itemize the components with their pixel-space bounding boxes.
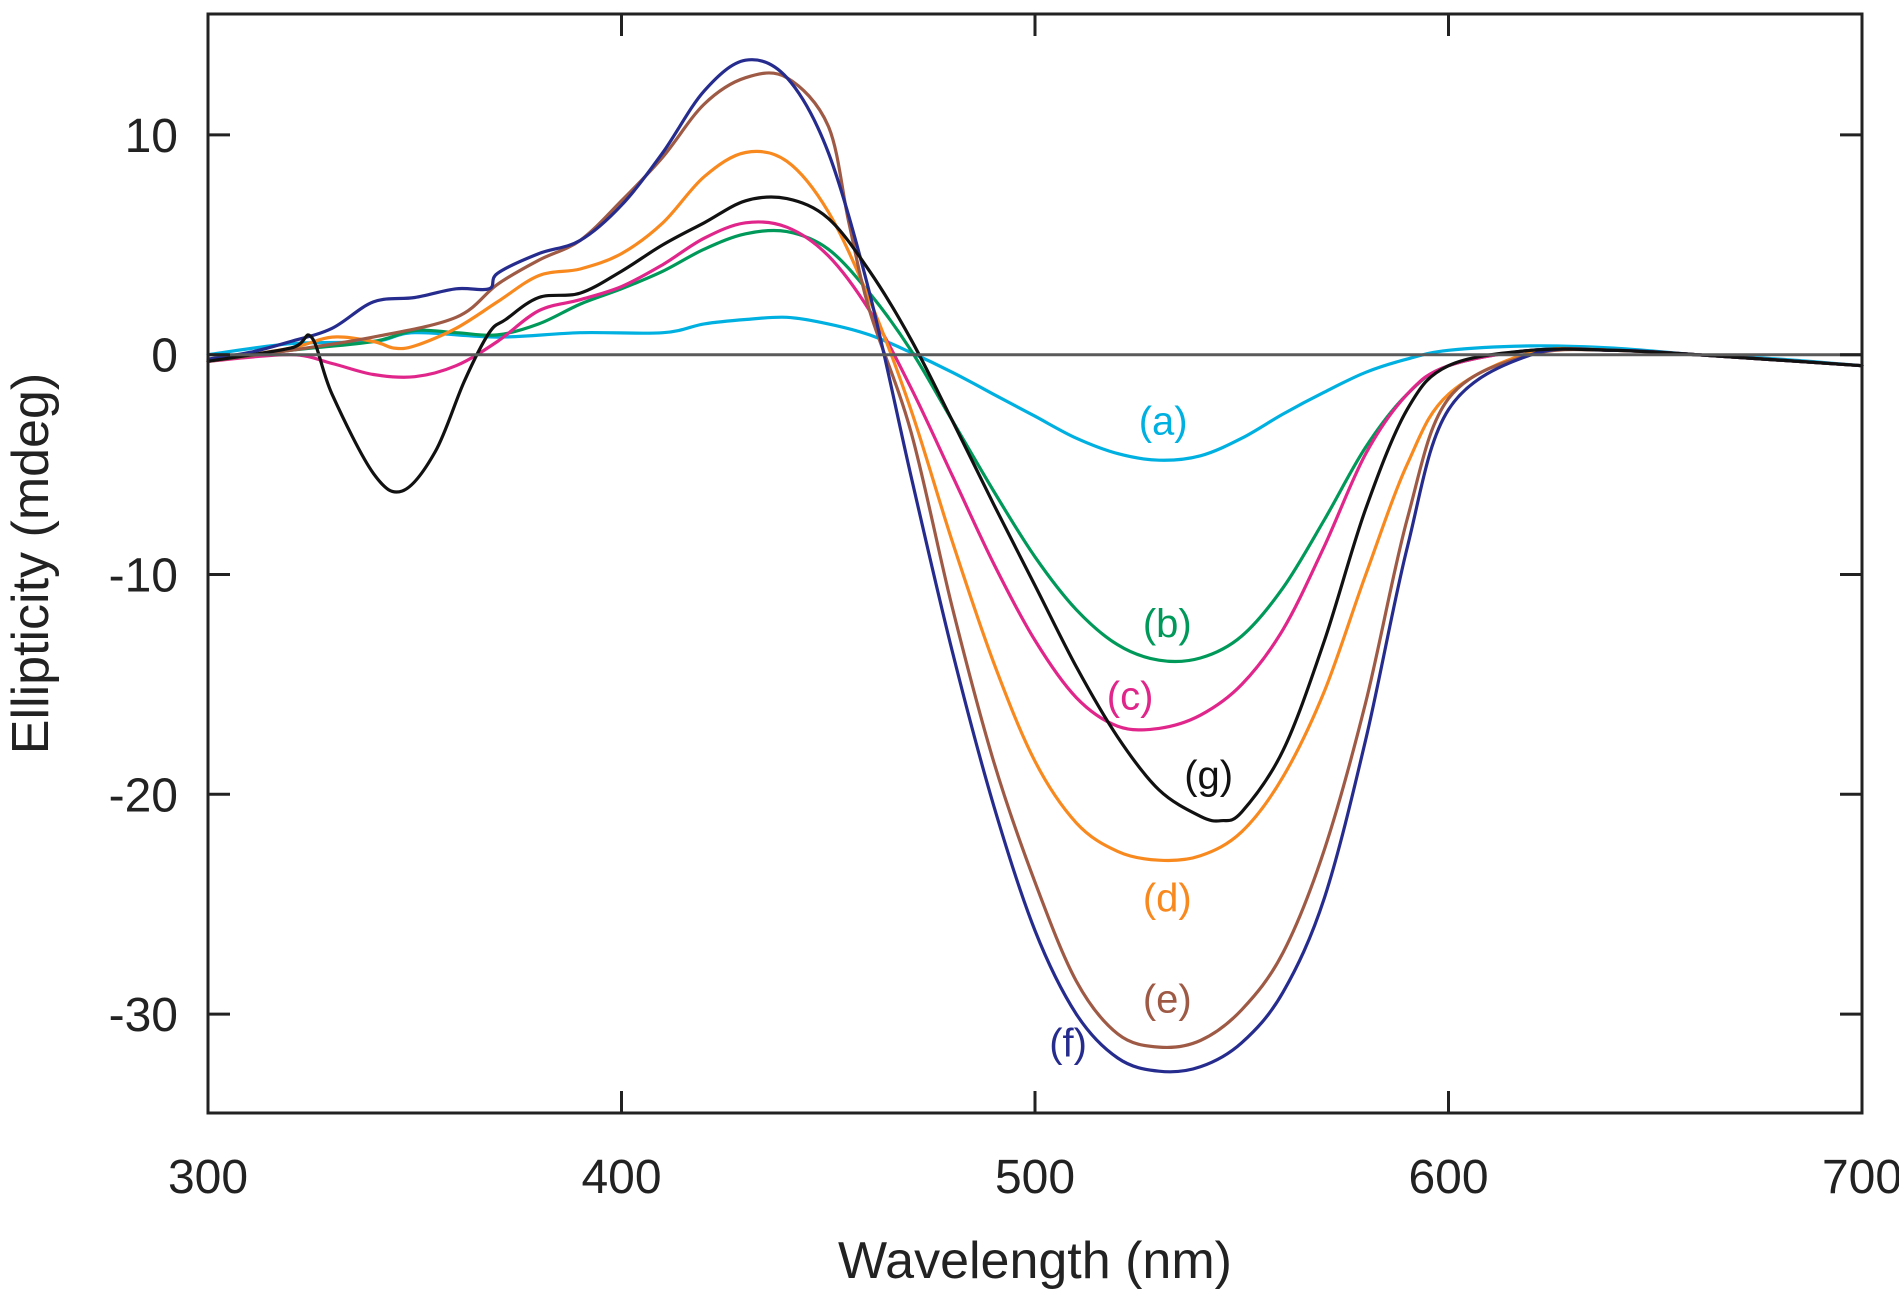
series-label-f: (f) — [1049, 1022, 1087, 1066]
y-tick-label: -20 — [109, 769, 178, 822]
y-tick-label: -30 — [109, 989, 178, 1042]
series-label-c: (c) — [1107, 674, 1154, 718]
axis-ticks: 300 400 500 600 700 10 0 -10 -20 -30 — [109, 14, 1899, 1204]
x-tick-label: 300 — [168, 1151, 248, 1204]
x-tick-label: 500 — [995, 1151, 1075, 1204]
series-label-g: (g) — [1184, 754, 1233, 798]
x-tick-label: 400 — [581, 1151, 661, 1204]
series-label-a: (a) — [1139, 400, 1188, 444]
series-line-b — [206, 228, 1864, 664]
series-line-c — [206, 220, 1864, 732]
y-axis-title: Ellipticity (mdeg) — [2, 373, 60, 754]
x-tick-label: 700 — [1822, 1151, 1899, 1204]
y-tick-label: 0 — [151, 330, 178, 383]
series-line-a — [206, 315, 1864, 462]
x-axis-title: Wavelength (nm) — [838, 1232, 1232, 1290]
y-tick-label: -10 — [109, 549, 178, 602]
series-lines — [206, 58, 1864, 1074]
series-line-e — [206, 71, 1864, 1050]
series-line-f — [206, 58, 1864, 1074]
series-line-g — [206, 195, 1864, 823]
series-label-e: (e) — [1143, 978, 1192, 1022]
series-labels: (a) (b) (c) (d) (e) (f) (g) — [1049, 400, 1233, 1066]
y-tick-label: 10 — [125, 110, 178, 163]
x-tick-label: 600 — [1408, 1151, 1488, 1204]
series-label-b: (b) — [1143, 602, 1192, 646]
series-label-d: (d) — [1143, 877, 1192, 921]
series-line-d — [206, 149, 1864, 863]
plot-frame — [206, 12, 1864, 1115]
